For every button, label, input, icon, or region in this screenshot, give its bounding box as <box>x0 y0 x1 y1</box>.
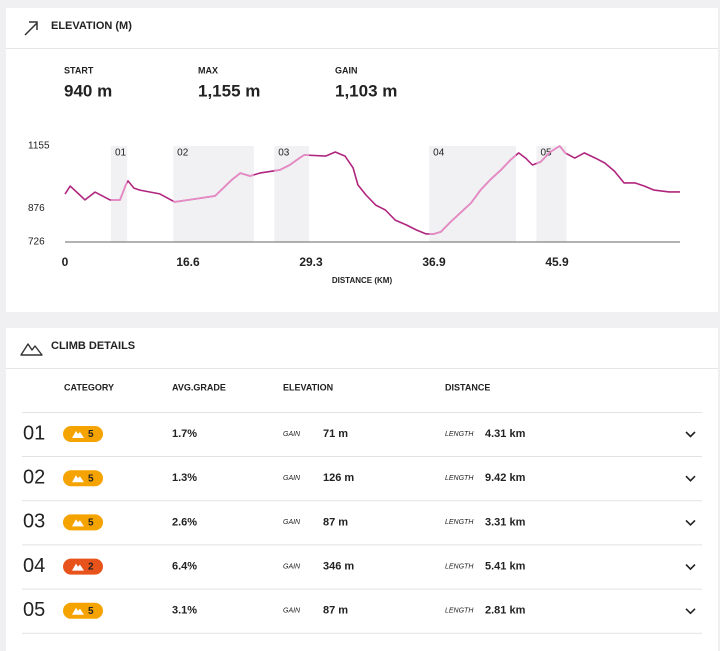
x-tick-label: 36.9 <box>422 255 446 269</box>
category-number: 5 <box>88 518 94 529</box>
length-value: 2.81 km <box>485 605 526 617</box>
length-label: LENGTH <box>445 608 474 615</box>
arrow-icon <box>24 21 38 36</box>
stat-value: 1,103 m <box>335 81 397 100</box>
category-number: 5 <box>88 606 94 617</box>
gain-value: 126 m <box>323 472 354 484</box>
x-tick-label: 29.3 <box>299 255 323 269</box>
gain-label: GAIN <box>283 563 301 570</box>
length-value: 4.31 km <box>485 428 526 440</box>
climb-id: 02 <box>23 466 45 488</box>
avg-grade: 3.1% <box>172 605 197 617</box>
category-number: 5 <box>88 473 94 484</box>
badge-icon <box>72 431 84 438</box>
climb-id: 05 <box>23 599 45 621</box>
badge-icon <box>72 475 84 483</box>
stat-label: GAIN <box>335 65 358 75</box>
x-tick-label: 45.9 <box>545 255 569 269</box>
stat-value: 1,155 m <box>198 81 260 100</box>
length-value: 5.41 km <box>485 561 526 573</box>
climb-band <box>110 146 128 242</box>
gain-value: 71 m <box>323 428 348 440</box>
climb-label: 02 <box>177 148 189 159</box>
y-tick-label: 726 <box>28 237 45 248</box>
category-badge <box>63 558 103 575</box>
gain-value: 346 m <box>323 561 354 573</box>
category-badge <box>63 426 103 442</box>
stat-label: MAX <box>198 65 218 75</box>
expand-chevron[interactable] <box>685 475 696 482</box>
avg-grade: 6.4% <box>172 561 197 573</box>
column-header: CATEGORY <box>64 382 114 392</box>
card-title: ELEVATION (M) <box>51 20 132 32</box>
expand-chevron[interactable] <box>685 519 696 527</box>
gain-value: 87 m <box>323 605 348 617</box>
elevation-line <box>64 145 680 235</box>
mountain-icon <box>20 343 43 356</box>
expand-chevron[interactable] <box>685 564 696 571</box>
category-badge <box>63 514 103 531</box>
gain-label: GAIN <box>283 475 301 482</box>
badge-icon <box>72 519 84 527</box>
avg-grade: 1.7% <box>172 428 197 440</box>
category-badge <box>63 602 103 619</box>
gain-value: 87 m <box>323 516 348 528</box>
column-header: ELEVATION <box>283 382 333 392</box>
length-label: LENGTH <box>445 519 474 526</box>
length-value: 9.42 km <box>485 472 526 484</box>
length-label: LENGTH <box>445 563 474 570</box>
expand-chevron[interactable] <box>685 431 696 438</box>
climb-id: 01 <box>23 422 45 444</box>
column-header: AVG.GRADE <box>172 382 226 392</box>
card-title: CLIMB DETAILS <box>51 340 135 352</box>
category-badge <box>63 470 103 487</box>
stat-value: 940 m <box>64 81 112 100</box>
y-tick-label: 876 <box>28 203 45 214</box>
x-tick-label: 16.6 <box>176 255 200 269</box>
climb-band <box>429 146 516 242</box>
climb-band <box>274 146 310 242</box>
y-tick-label: 1155 <box>28 141 50 152</box>
column-header: DISTANCE <box>445 382 490 392</box>
category-number: 5 <box>88 429 94 440</box>
category-number: 2 <box>88 562 94 573</box>
avg-grade: 1.3% <box>172 472 197 484</box>
gain-label: GAIN <box>283 431 301 438</box>
climb-label: 03 <box>278 148 290 159</box>
badge-icon <box>72 607 84 615</box>
length-label: LENGTH <box>445 431 474 438</box>
climb-label: 05 <box>541 148 553 159</box>
x-axis-label: DISTANCE (KM) <box>332 276 393 285</box>
climb-card <box>6 328 718 651</box>
badge-icon <box>72 563 84 571</box>
gain-label: GAIN <box>283 608 301 615</box>
expand-chevron[interactable] <box>685 608 696 615</box>
avg-grade: 2.6% <box>172 516 197 528</box>
climb-id: 04 <box>23 555 45 577</box>
climb-band <box>173 146 254 242</box>
climb-label: 01 <box>115 148 127 159</box>
x-tick-label: 0 <box>62 255 69 269</box>
length-label: LENGTH <box>445 475 474 482</box>
climb-label: 04 <box>433 148 445 159</box>
climb-id: 03 <box>23 511 45 533</box>
gain-label: GAIN <box>283 519 301 526</box>
length-value: 3.31 km <box>485 516 526 528</box>
stat-label: START <box>64 65 94 75</box>
